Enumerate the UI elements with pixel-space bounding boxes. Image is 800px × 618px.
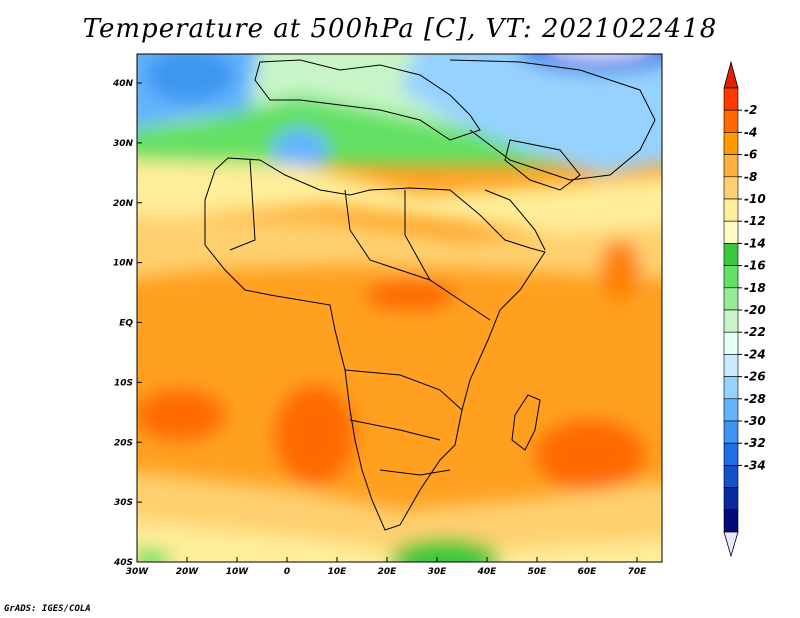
colorbar-label: -18 [744,281,766,295]
colorbar-label: -32 [744,436,766,450]
colorbar-swatch [723,354,739,377]
lon-tick-label: 60E [578,567,598,577]
colorbar-label: -26 [744,370,766,384]
colorbar-swatch [723,376,739,400]
colorbar-label: -16 [744,259,766,273]
colorbar-label: -34 [744,458,766,472]
colorbar-label: -20 [744,303,766,317]
longitude-axis: 30W 20W 10W 0 10E 20E 30E 40E 50E 60E 70E [126,557,647,577]
lon-tick-label: 70E [628,567,648,577]
lat-tick-label: 10S [114,378,133,388]
colorbar-swatch [723,287,739,311]
colorbar-swatch [723,87,739,111]
colorbar-label: -22 [744,325,766,339]
colorbar-swatch [723,109,739,133]
lon-tick-label: 10E [328,567,348,577]
colorbar-top-arrow [723,60,739,89]
colorbar-label: -12 [744,214,766,228]
colorbar-swatch [723,243,739,266]
colorbar-swatch [723,265,739,289]
coastlines [204,59,656,531]
map-title: Temperature at 500hPa [C], VT: 202102241… [82,14,718,44]
colorbar-label: -2 [744,103,757,117]
colorbar-label: -30 [744,414,766,428]
colorbar-label: -8 [744,170,757,184]
colorbar-swatch [723,509,739,533]
lon-tick-label: 40E [477,567,498,577]
lat-tick-label: 40S [113,558,133,568]
colorbar-swatch [723,398,739,422]
lat-tick-label: 30S [114,498,133,508]
colorbar-swatch [723,309,739,333]
lat-tick-label: EQ [119,319,133,329]
colorbar-swatch [723,487,739,511]
lon-tick-label: 30E [428,567,448,577]
colorbar-label: -14 [744,236,766,250]
lon-tick-label: 30W [126,567,150,577]
colorbar-label: -4 [744,125,757,139]
colorbar-swatch [723,154,739,178]
colorbar-label: -6 [744,148,757,162]
colorbar-swatch [723,220,739,244]
lat-tick-label: 20S [114,438,133,448]
colorbar-swatch [723,465,739,488]
colorbar: -2 -4 -6 -8 -10 -12 -14 -16 -18 -20 -22 -24 -26 -28 -3… [723,60,766,558]
lon-tick-label: 50E [528,567,548,577]
lat-tick-label: 40N [112,79,134,89]
colorbar-swatch [723,198,739,222]
colorbar-label: -28 [744,392,766,406]
temperature-field [137,54,662,562]
latitude-axis: 40N 30N 20N 10N EQ 10S 20S 30S 40S [112,79,142,568]
lon-tick-label: 20W [176,567,200,577]
lat-tick-label: 30N [113,139,134,149]
map-frame [136,53,663,563]
footer-credit: GrADS: IGES/COLA [4,604,91,614]
colorbar-label: -10 [744,192,766,206]
lon-tick-label: 10W [226,567,250,577]
colorbar-bottom-arrow [723,531,739,558]
colorbar-swatch [723,331,739,355]
lon-tick-label: 20E [378,567,398,577]
lat-tick-label: 10N [113,259,134,269]
colorbar-swatch [723,132,739,155]
colorbar-swatch [723,442,739,466]
lon-tick-label: 0 [284,567,290,577]
lat-tick-label: 20N [113,199,134,209]
colorbar-label: -24 [744,347,766,361]
colorbar-swatch [723,176,739,200]
colorbar-swatch [723,420,739,444]
